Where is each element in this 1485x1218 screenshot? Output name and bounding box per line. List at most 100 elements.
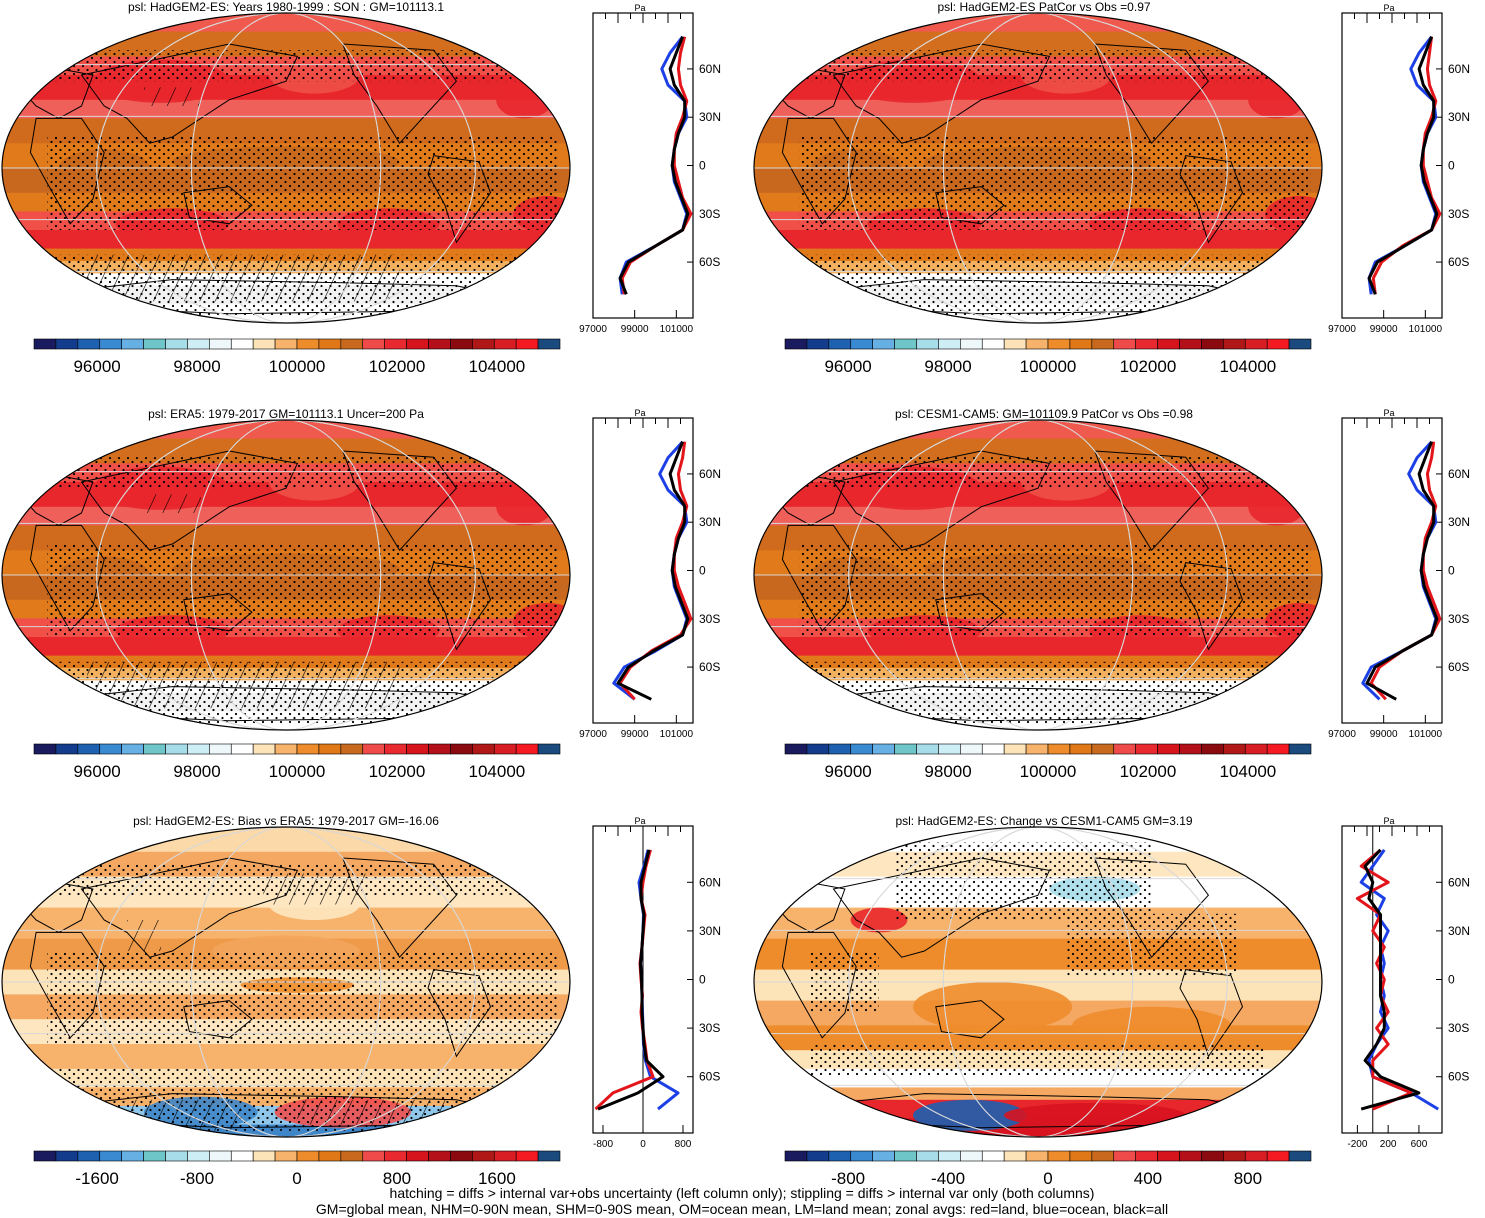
lat-tick-label: 30S bbox=[699, 612, 720, 626]
colorbar-swatch bbox=[1047, 743, 1071, 755]
colorbar-swatch bbox=[406, 743, 429, 755]
colorbar-swatch bbox=[1135, 338, 1158, 350]
colorbar-swatch bbox=[1288, 338, 1312, 350]
map-panel bbox=[753, 12, 1323, 324]
colorbar-swatch bbox=[1069, 1150, 1093, 1162]
colorbar-swatch bbox=[1069, 338, 1093, 350]
colorbar-swatch bbox=[1157, 338, 1180, 350]
field-band bbox=[2, 420, 570, 440]
x-tick-label: 97000 bbox=[579, 729, 607, 740]
colorbar-label: 102000 bbox=[369, 762, 426, 781]
colorbar-swatch bbox=[230, 743, 254, 755]
graticule-lon bbox=[942, 420, 1134, 730]
field-band bbox=[754, 13, 1322, 33]
lat-tick-label: 60S bbox=[699, 660, 720, 674]
stipple-region bbox=[13, 50, 559, 82]
lat-tick-label: 0 bbox=[699, 159, 706, 173]
coastline bbox=[80, 857, 299, 958]
lat-tick-label: 60N bbox=[1448, 62, 1470, 76]
field-band bbox=[754, 230, 1322, 250]
colorbar-swatch bbox=[472, 338, 495, 350]
colorbar-swatch bbox=[340, 743, 364, 755]
lat-tick-label: 0 bbox=[699, 564, 706, 578]
field-anomaly bbox=[1072, 1006, 1232, 1044]
colorbar-label: 100000 bbox=[269, 762, 326, 781]
field-anomaly bbox=[496, 81, 553, 119]
colorbar-label: 104000 bbox=[1220, 762, 1277, 781]
colorbar-swatch bbox=[981, 743, 1005, 755]
x-tick-label: 101000 bbox=[1409, 324, 1443, 335]
colorbar-swatch bbox=[1288, 1150, 1312, 1162]
x-tick-label: 101000 bbox=[1409, 729, 1443, 740]
colorbar-swatch bbox=[938, 1150, 961, 1162]
lat-tick-label: 0 bbox=[699, 973, 706, 987]
colorbar-swatch bbox=[515, 743, 539, 755]
colorbar-swatch bbox=[1201, 338, 1224, 350]
x-tick-label: 600 bbox=[1411, 1139, 1428, 1150]
map-panel bbox=[753, 419, 1323, 731]
colorbar-swatch bbox=[99, 1150, 122, 1162]
map-outline bbox=[753, 419, 1323, 731]
profile-line-all bbox=[1367, 36, 1439, 295]
coastline bbox=[80, 43, 299, 144]
colorbar-swatch bbox=[209, 743, 232, 755]
colorbar-swatch bbox=[472, 1150, 495, 1162]
colorbar-label: 800 bbox=[383, 1169, 411, 1188]
colorbar-swatch bbox=[428, 338, 451, 350]
stipple-region bbox=[1066, 913, 1237, 976]
coastline bbox=[935, 186, 1005, 225]
colorbar-swatch bbox=[894, 338, 917, 350]
profile-line-all bbox=[1360, 848, 1421, 1111]
colorbar-swatch bbox=[806, 1150, 830, 1162]
colorbar-swatch bbox=[428, 743, 451, 755]
colorbar: 96000 98000 100000 102000 104000 bbox=[784, 338, 1312, 376]
graticule-lon bbox=[96, 13, 476, 323]
colorbar-swatch bbox=[55, 1150, 79, 1162]
x-tick-label: 200 bbox=[1380, 1139, 1397, 1150]
field-band bbox=[2, 1044, 570, 1070]
profile-frame bbox=[592, 12, 694, 319]
colorbar-label: 0 bbox=[292, 1169, 301, 1188]
colorbar-swatch bbox=[916, 338, 939, 350]
x-tick-label: -200 bbox=[1347, 1139, 1367, 1150]
profile-units-label: Pa bbox=[634, 816, 645, 826]
footnote-line: GM=global mean, NHM=0-90N mean, SHM=0-90… bbox=[316, 1201, 1168, 1217]
colorbar-swatch bbox=[493, 1150, 517, 1162]
profile-units-label: Pa bbox=[1383, 816, 1394, 826]
coastline bbox=[29, 524, 105, 632]
map-panel bbox=[1, 12, 571, 324]
graticule-lon bbox=[848, 827, 1228, 1137]
x-tick-label: 99000 bbox=[621, 729, 649, 740]
colorbar-swatch bbox=[850, 743, 873, 755]
lat-tick-label: 0 bbox=[1448, 973, 1455, 987]
colorbar-swatch bbox=[274, 743, 298, 755]
field-anomaly bbox=[913, 982, 1073, 1032]
colorbar-swatch bbox=[318, 338, 342, 350]
coastline bbox=[427, 155, 492, 244]
stipple-region bbox=[47, 137, 559, 230]
colorbar-swatch bbox=[784, 743, 808, 755]
map-panel bbox=[1, 419, 571, 731]
colorbar-swatch bbox=[1047, 1150, 1071, 1162]
colorbar-swatch bbox=[274, 1150, 298, 1162]
graticule-lon bbox=[942, 13, 1134, 323]
colorbar-label: 104000 bbox=[469, 357, 526, 376]
colorbar-swatch bbox=[1179, 338, 1202, 350]
colorbar-swatch bbox=[1091, 743, 1115, 755]
colorbar: -1600 -800 0 800 1600 bbox=[33, 1150, 561, 1188]
colorbar-swatch bbox=[33, 743, 57, 755]
lat-tick-label: 30N bbox=[1448, 924, 1470, 938]
profile-units-label: Pa bbox=[1383, 3, 1394, 13]
colorbar-swatch bbox=[850, 338, 873, 350]
colorbar-swatch bbox=[384, 338, 407, 350]
lat-tick-label: 60N bbox=[1448, 467, 1470, 481]
field-anomaly bbox=[496, 488, 553, 526]
colorbar-swatch bbox=[828, 1150, 852, 1162]
lat-tick-label: 60S bbox=[699, 1070, 720, 1084]
stipple-region bbox=[47, 951, 559, 1044]
colorbar-swatch bbox=[318, 743, 342, 755]
stipple-region bbox=[13, 457, 559, 489]
colorbar-swatch bbox=[121, 743, 144, 755]
colorbar-swatch bbox=[340, 338, 364, 350]
lat-tick-label: 30S bbox=[699, 207, 720, 221]
